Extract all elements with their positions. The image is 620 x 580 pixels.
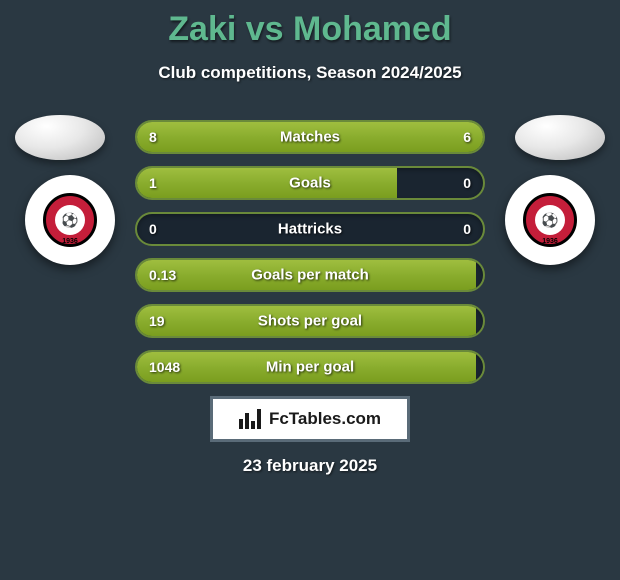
stat-value-left: 1: [149, 175, 157, 191]
page-subtitle: Club competitions, Season 2024/2025: [0, 63, 620, 83]
stat-value-right: 0: [463, 175, 471, 191]
stat-label: Shots per goal: [258, 313, 362, 330]
stat-label: Matches: [280, 129, 340, 146]
brand-box: FcTables.com: [210, 396, 410, 442]
stat-row: Goals 1 0: [135, 166, 485, 200]
player-left-avatar: [15, 115, 105, 160]
stats-bars: Matches 8 6 Goals 1 0 Hattricks 0 0 Goals per mat…: [135, 120, 485, 396]
club-left-badge-center: ⚽: [55, 205, 85, 235]
club-right-badge-center: ⚽: [535, 205, 565, 235]
stat-value-left: 19: [149, 313, 165, 329]
stat-value-right: 6: [463, 129, 471, 145]
stat-bar-left: [137, 168, 397, 198]
stat-label: Min per goal: [266, 359, 354, 376]
stat-value-left: 1048: [149, 359, 180, 375]
stat-row: Shots per goal 19: [135, 304, 485, 338]
club-right-badge: ⚽ 1936: [505, 175, 595, 265]
stat-row: Goals per match 0.13: [135, 258, 485, 292]
stat-value-left: 8: [149, 129, 157, 145]
stat-row: Matches 8 6: [135, 120, 485, 154]
stat-value-left: 0.13: [149, 267, 176, 283]
brand-chart-icon: [239, 409, 263, 429]
date-label: 23 february 2025: [0, 456, 620, 476]
page-title: Zaki vs Mohamed: [0, 0, 620, 49]
club-left-badge: ⚽ 1936: [25, 175, 115, 265]
stat-bar-right: [334, 122, 483, 152]
stat-label: Goals: [289, 175, 331, 192]
stat-value-right: 0: [463, 221, 471, 237]
stat-label: Goals per match: [251, 267, 369, 284]
stat-value-left: 0: [149, 221, 157, 237]
stat-row: Hattricks 0 0: [135, 212, 485, 246]
club-left-badge-year: 1936: [62, 238, 78, 245]
stat-label: Hattricks: [278, 221, 342, 238]
club-right-badge-year: 1936: [542, 238, 558, 245]
player-right-avatar: [515, 115, 605, 160]
stat-row: Min per goal 1048: [135, 350, 485, 384]
brand-text: FcTables.com: [269, 409, 381, 429]
